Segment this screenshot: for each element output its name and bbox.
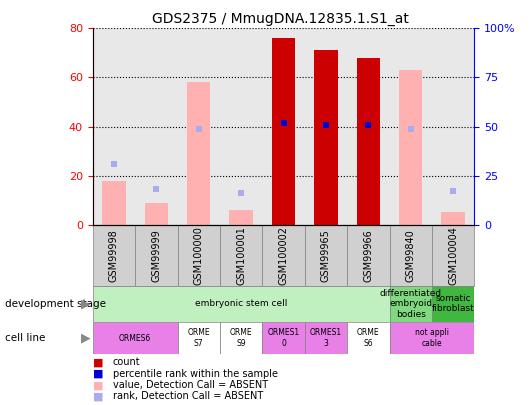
FancyBboxPatch shape [93, 286, 390, 322]
Text: GSM100000: GSM100000 [194, 226, 204, 285]
Text: GSM99840: GSM99840 [406, 229, 416, 281]
FancyBboxPatch shape [262, 322, 305, 354]
Text: GSM100001: GSM100001 [236, 226, 246, 285]
Bar [187, 82, 210, 225]
Text: GSM99966: GSM99966 [364, 229, 373, 281]
FancyBboxPatch shape [432, 286, 474, 322]
Text: ORME
S7: ORME S7 [188, 328, 210, 348]
Text: ORME
S6: ORME S6 [357, 328, 379, 348]
Text: ▶: ▶ [81, 332, 91, 345]
Text: development stage: development stage [5, 299, 107, 309]
Text: ■: ■ [93, 358, 103, 367]
FancyBboxPatch shape [390, 286, 432, 322]
Text: not appli
cable: not appli cable [415, 328, 449, 348]
Text: rank, Detection Call = ABSENT: rank, Detection Call = ABSENT [113, 392, 263, 401]
Text: ORMES6: ORMES6 [119, 334, 151, 343]
Text: GDS2375 / MmugDNA.12835.1.S1_at: GDS2375 / MmugDNA.12835.1.S1_at [153, 12, 409, 26]
Text: ORMES1
3: ORMES1 3 [310, 328, 342, 348]
Text: somatic
fibroblast: somatic fibroblast [432, 294, 474, 313]
Text: ORME
S9: ORME S9 [230, 328, 252, 348]
Text: ■: ■ [93, 380, 103, 390]
FancyBboxPatch shape [390, 322, 474, 354]
FancyBboxPatch shape [305, 322, 347, 354]
Bar [357, 58, 380, 225]
Bar [314, 51, 338, 225]
Text: embryonic stem cell: embryonic stem cell [195, 299, 287, 308]
FancyBboxPatch shape [93, 322, 178, 354]
Text: GSM100004: GSM100004 [448, 226, 458, 285]
Text: GSM99999: GSM99999 [152, 229, 161, 281]
Text: ■: ■ [93, 369, 103, 379]
Text: ▶: ▶ [81, 297, 91, 310]
Bar [272, 38, 295, 225]
Bar [229, 210, 253, 225]
Text: ■: ■ [93, 392, 103, 401]
FancyBboxPatch shape [178, 322, 220, 354]
Text: value, Detection Call = ABSENT: value, Detection Call = ABSENT [113, 380, 268, 390]
Text: GSM100002: GSM100002 [279, 226, 288, 285]
Bar [399, 70, 422, 225]
Bar [102, 181, 126, 225]
Text: differentiated
embryoid
bodies: differentiated embryoid bodies [379, 289, 442, 319]
Bar [441, 213, 465, 225]
Text: count: count [113, 358, 140, 367]
Bar [145, 202, 168, 225]
FancyBboxPatch shape [220, 322, 262, 354]
Text: GSM99998: GSM99998 [109, 229, 119, 281]
Text: cell line: cell line [5, 333, 46, 343]
Text: GSM99965: GSM99965 [321, 229, 331, 281]
FancyBboxPatch shape [347, 322, 390, 354]
Text: percentile rank within the sample: percentile rank within the sample [113, 369, 278, 379]
Text: ORMES1
0: ORMES1 0 [268, 328, 299, 348]
